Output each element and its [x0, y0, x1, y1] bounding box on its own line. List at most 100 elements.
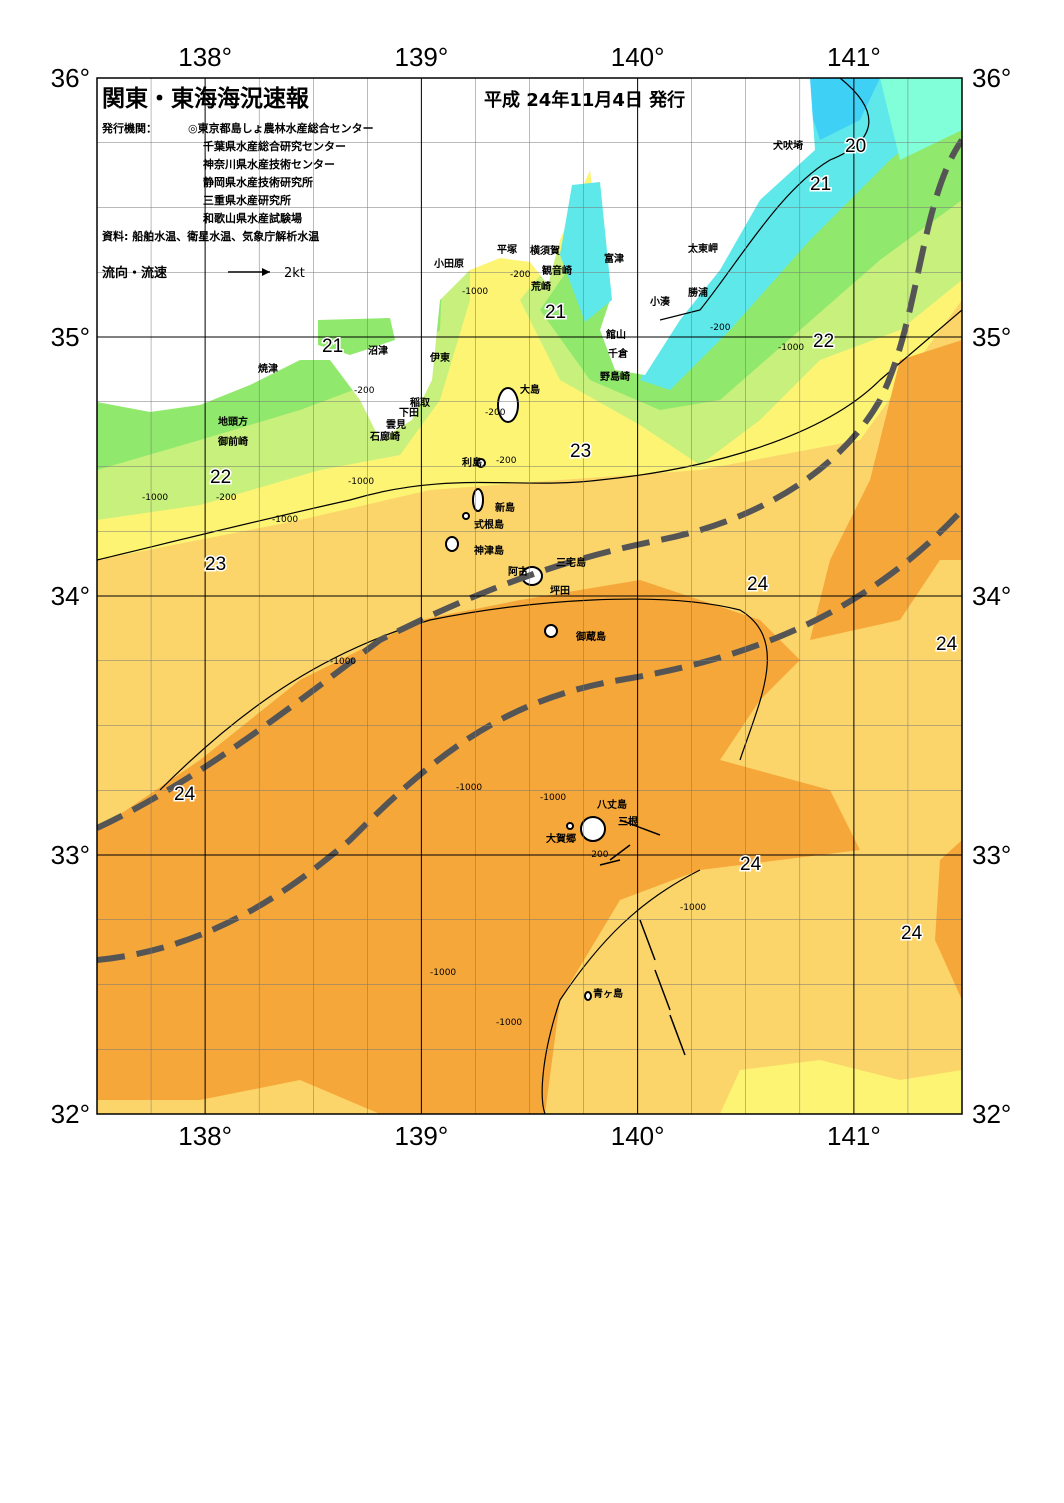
isotherm-label: 20 — [845, 136, 866, 157]
place-name: 三根 — [618, 815, 638, 828]
zone-24-east — [810, 340, 962, 640]
lat-label-left: 34° — [51, 581, 90, 611]
lat-label-left: 33° — [51, 840, 90, 870]
depth-label: -200 — [216, 493, 237, 503]
place-name: 観音崎 — [542, 264, 572, 277]
depth-label: -1000 — [272, 515, 298, 525]
isotherm-label: 22 — [210, 467, 231, 488]
legend-arrowhead — [262, 268, 270, 276]
place-name: 神津島 — [474, 544, 504, 557]
place-name: 犬吠埼 — [773, 139, 803, 152]
place-name: 館山 — [605, 328, 626, 341]
place-name: 八丈島 — [596, 798, 627, 811]
depth-label: -1000 — [348, 477, 374, 487]
lat-label-right: 33° — [972, 840, 1011, 870]
publisher: 神奈川県水産技術センター — [203, 157, 335, 171]
depth-label: -1000 — [142, 493, 168, 503]
place-name: 新島 — [495, 501, 515, 514]
sea-surface — [97, 78, 962, 1114]
isotherm-label: 24 — [936, 634, 958, 655]
place-name: 稲取 — [410, 396, 431, 409]
place-name: 富津 — [604, 252, 624, 265]
zone-20 — [640, 78, 962, 390]
depth-label: -1000 — [496, 1018, 522, 1028]
kuroshio — [97, 138, 962, 963]
lon-label-bottom: 141° — [827, 1121, 881, 1151]
place-name: 雲見 — [386, 419, 406, 431]
lat-label-left: 36° — [51, 63, 90, 93]
place-name: 下田 — [399, 407, 419, 419]
place-name: 焼津 — [258, 362, 278, 375]
lat-label-left: 32° — [51, 1099, 90, 1129]
place-name: 御蔵島 — [575, 630, 606, 643]
isotherm-label: 24 — [747, 574, 769, 595]
zone-23-south — [720, 1060, 962, 1114]
place-name: 太東岬 — [687, 242, 718, 255]
place-name: 阿古 — [508, 565, 528, 578]
publisher: 和歌山県水産試験場 — [203, 211, 302, 225]
place-name: 石廊崎 — [369, 430, 400, 443]
lon-label-top: 141° — [827, 42, 881, 72]
isotherm-label: 24 — [740, 854, 762, 875]
current-arrows — [599, 819, 686, 1056]
zone-cool — [880, 78, 962, 160]
isotherm-label: 24 — [174, 784, 196, 805]
isotherm-label: 21 — [810, 174, 831, 195]
land — [97, 78, 815, 440]
depth-label: -1000 — [540, 793, 566, 803]
place-name: 御前崎 — [217, 435, 248, 448]
publisher: 静岡県水産技術研究所 — [203, 175, 313, 189]
depth-label: -1000 — [778, 343, 804, 353]
tokyo-bay — [560, 182, 612, 322]
isotherm-label: 23 — [570, 441, 591, 462]
place-name: 野島崎 — [600, 370, 630, 383]
lon-label-top: 140° — [611, 42, 665, 72]
sources: 資料: 船舶水温、衛星水温、気象庁解析水温 — [102, 229, 319, 243]
place-name: 伊東 — [429, 351, 450, 364]
place-name: 式根島 — [474, 518, 504, 531]
place-name: 青ヶ島 — [593, 987, 623, 1000]
depth-label: -1000 — [680, 903, 706, 913]
isotherm-label: 24 — [901, 923, 923, 944]
place-name: 小湊 — [649, 295, 671, 308]
publisher: 三重県水産研究所 — [203, 193, 291, 207]
place-name: 横須賀 — [530, 244, 560, 257]
legend-scale: 2kt — [284, 266, 305, 281]
depth-label: -200 — [710, 323, 731, 333]
depth-label: -1000 — [456, 783, 482, 793]
isotherm-label: 21 — [545, 302, 566, 323]
legend-label: 流向・流速 — [102, 265, 167, 281]
place-name: 大島 — [520, 383, 540, 396]
header: 関東・東海海況速報 平成 24年11月4日 発行 発行機関： 資料: 船舶水温、… — [101, 85, 685, 281]
islands — [445, 387, 606, 1001]
place-name: 勝浦 — [688, 286, 708, 299]
lat-label-right: 35° — [972, 322, 1011, 352]
place-name: 沼津 — [368, 344, 388, 357]
place-name: 小田原 — [433, 257, 464, 270]
lon-label-top: 139° — [394, 42, 448, 72]
lon-label-top: 138° — [178, 42, 232, 72]
lon-label-bottom: 138° — [178, 1121, 232, 1151]
depth-label: -1000 — [330, 657, 356, 667]
lon-label-bottom: 140° — [611, 1121, 665, 1151]
place-name: 三宅島 — [556, 556, 586, 569]
depth-label: -200 — [496, 456, 517, 466]
lon-label-bottom: 139° — [394, 1121, 448, 1151]
lat-label-right: 36° — [972, 63, 1011, 93]
depth-label: -200 — [588, 850, 609, 860]
place-name: 地頭方 — [218, 415, 248, 428]
depth-label: -200 — [354, 386, 375, 396]
map-frame — [96, 77, 963, 1115]
grid — [97, 78, 962, 1114]
isotherm-label: 23 — [205, 554, 226, 575]
lat-label-left: 35° — [51, 322, 90, 352]
depth-label: -200 — [510, 270, 531, 280]
isotherm-label: 22 — [813, 331, 834, 352]
place-name: 荒崎 — [530, 280, 551, 293]
isotherms — [97, 78, 962, 1114]
title: 関東・東海海況速報 — [102, 85, 310, 112]
isotherm-label: 21 — [322, 336, 343, 357]
lat-label-right: 32° — [972, 1099, 1011, 1129]
publisher-label: 発行機関： — [101, 121, 157, 135]
